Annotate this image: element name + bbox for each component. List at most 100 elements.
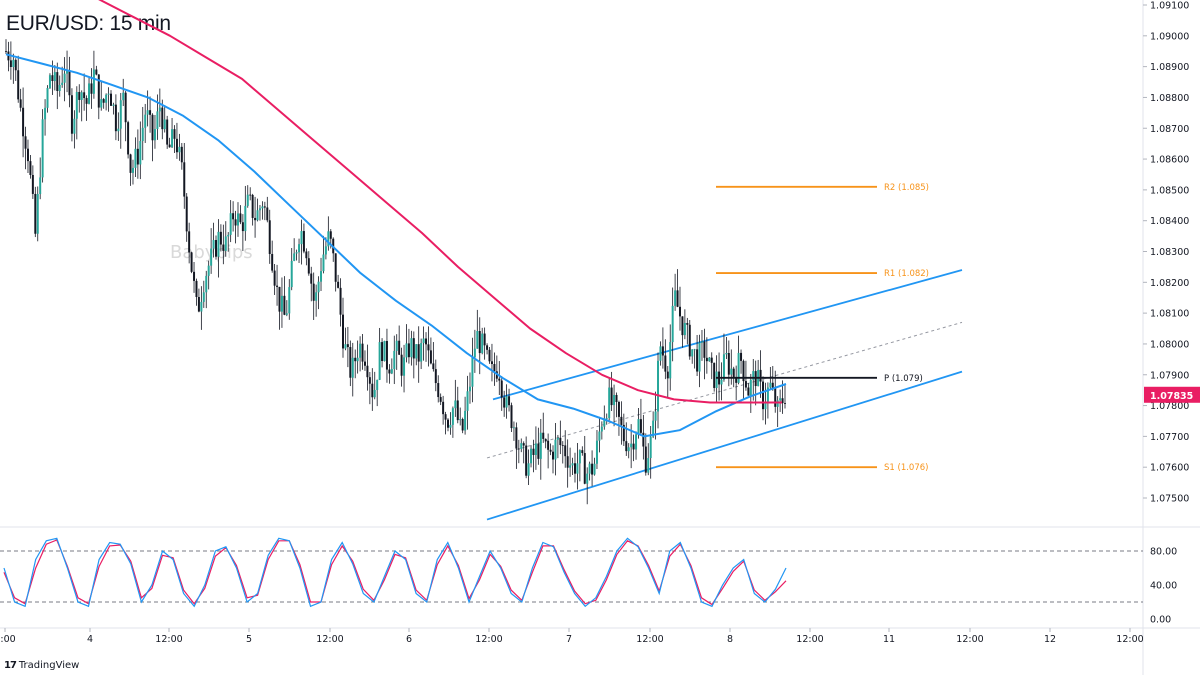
candle-body	[622, 424, 625, 442]
candlesticks	[5, 39, 786, 505]
tradingview-logo-icon: 17	[4, 660, 17, 671]
candle-body	[632, 443, 635, 450]
candle-body	[34, 193, 37, 234]
candle-body	[261, 206, 264, 209]
candle-body	[31, 174, 34, 194]
candle-body	[105, 94, 108, 103]
candle-body	[183, 162, 186, 197]
tradingview-text: TradingView	[18, 660, 80, 671]
time-tick-label: 12:00	[316, 634, 343, 645]
candle-body	[661, 346, 664, 356]
candle-body	[29, 161, 32, 175]
pivot-points[interactable]: R2 (1.085) R1 (1.082) P (1.079) S1 (1.076)	[716, 183, 929, 473]
price-tick-label: 1.08400	[1150, 216, 1189, 227]
candle-body	[185, 196, 188, 232]
candle-body	[210, 248, 213, 266]
candle-body	[222, 244, 225, 251]
candle-body	[508, 396, 511, 406]
candle-body	[539, 432, 542, 459]
candle-body	[422, 338, 425, 344]
trendlines[interactable]	[486, 269, 963, 521]
candle-body	[149, 110, 152, 115]
candle-body	[373, 389, 376, 398]
candle-body	[193, 271, 196, 281]
candle-body	[627, 447, 630, 452]
candle-body	[605, 418, 608, 419]
candle-body	[696, 349, 699, 372]
candle-body	[70, 95, 73, 134]
candle-body	[720, 379, 723, 385]
candle-body	[512, 427, 515, 429]
candle-body	[527, 463, 530, 476]
candle-body	[268, 220, 271, 254]
candle-body	[12, 59, 15, 68]
candle-body	[549, 449, 552, 452]
candle-body	[444, 414, 447, 420]
candle-body	[700, 341, 703, 343]
candle-body	[283, 295, 286, 315]
candle-body	[625, 441, 628, 452]
price-tick-label: 1.08600	[1150, 155, 1189, 166]
candle-body	[95, 69, 98, 75]
channel-upper-line	[492, 269, 963, 401]
candle-body	[376, 379, 379, 390]
candle-body	[17, 70, 20, 100]
tradingview-branding[interactable]: 17 TradingView	[4, 660, 79, 671]
candle-body	[427, 344, 430, 351]
time-tick-label: 7	[566, 634, 572, 645]
stoch-tick-label: 0.00	[1150, 615, 1171, 626]
candle-body	[251, 194, 254, 218]
candle-body	[691, 349, 694, 357]
candle-body	[385, 340, 388, 370]
candle-body	[586, 473, 589, 484]
price-tick-label: 1.08300	[1150, 247, 1189, 258]
price-tick-label: 1.07800	[1150, 401, 1189, 412]
candle-body	[73, 118, 76, 134]
candle-body	[190, 252, 193, 272]
candle-body	[715, 371, 718, 388]
candle-body	[583, 453, 586, 484]
candle-body	[285, 313, 288, 315]
candle-body	[146, 110, 149, 115]
candle-body	[713, 362, 716, 388]
candle-body	[437, 383, 440, 398]
channel-lower-line	[486, 370, 963, 521]
candle-body	[442, 401, 445, 415]
time-tick-label: 2:00	[0, 634, 16, 645]
candle-body	[566, 456, 569, 468]
time-axis[interactable]: 2:00 4 12:00 5 12:00 6 12:00 7 12:00 8 12:00 11 12:0…	[0, 628, 1144, 645]
candle-body	[173, 129, 176, 139]
candle-body	[298, 244, 301, 253]
price-tick-label: 1.08800	[1150, 93, 1189, 104]
time-tick-label: 11	[883, 634, 895, 645]
candle-body	[571, 463, 574, 466]
candle-body	[92, 69, 95, 94]
candle-body	[276, 285, 279, 287]
candle-body	[136, 148, 139, 165]
stoch-tick-label: 80.00	[1150, 547, 1177, 558]
candle-body	[449, 424, 452, 428]
candle-body	[61, 82, 64, 85]
price-axis[interactable]: 1.09100 1.09000 1.08900 1.08800 1.08700 1.086…	[1143, 1, 1200, 505]
candle-body	[334, 253, 337, 282]
candle-body	[564, 445, 567, 457]
candle-body	[674, 290, 677, 306]
candle-body	[366, 365, 369, 378]
candle-body	[234, 219, 237, 226]
candle-body	[22, 107, 25, 137]
candle-body	[730, 368, 733, 375]
candle-body	[329, 231, 332, 239]
candle-body	[600, 426, 603, 432]
candle-body	[356, 357, 359, 362]
candle-body	[363, 361, 366, 366]
candle-body	[280, 295, 283, 312]
candle-body	[456, 400, 459, 421]
candle-body	[5, 51, 7, 53]
candle-body	[249, 194, 252, 196]
candle-body	[613, 394, 616, 406]
candle-body	[784, 403, 786, 404]
candle-body	[556, 437, 559, 440]
price-tick-label: 1.08100	[1150, 309, 1189, 320]
candle-body	[735, 378, 738, 383]
